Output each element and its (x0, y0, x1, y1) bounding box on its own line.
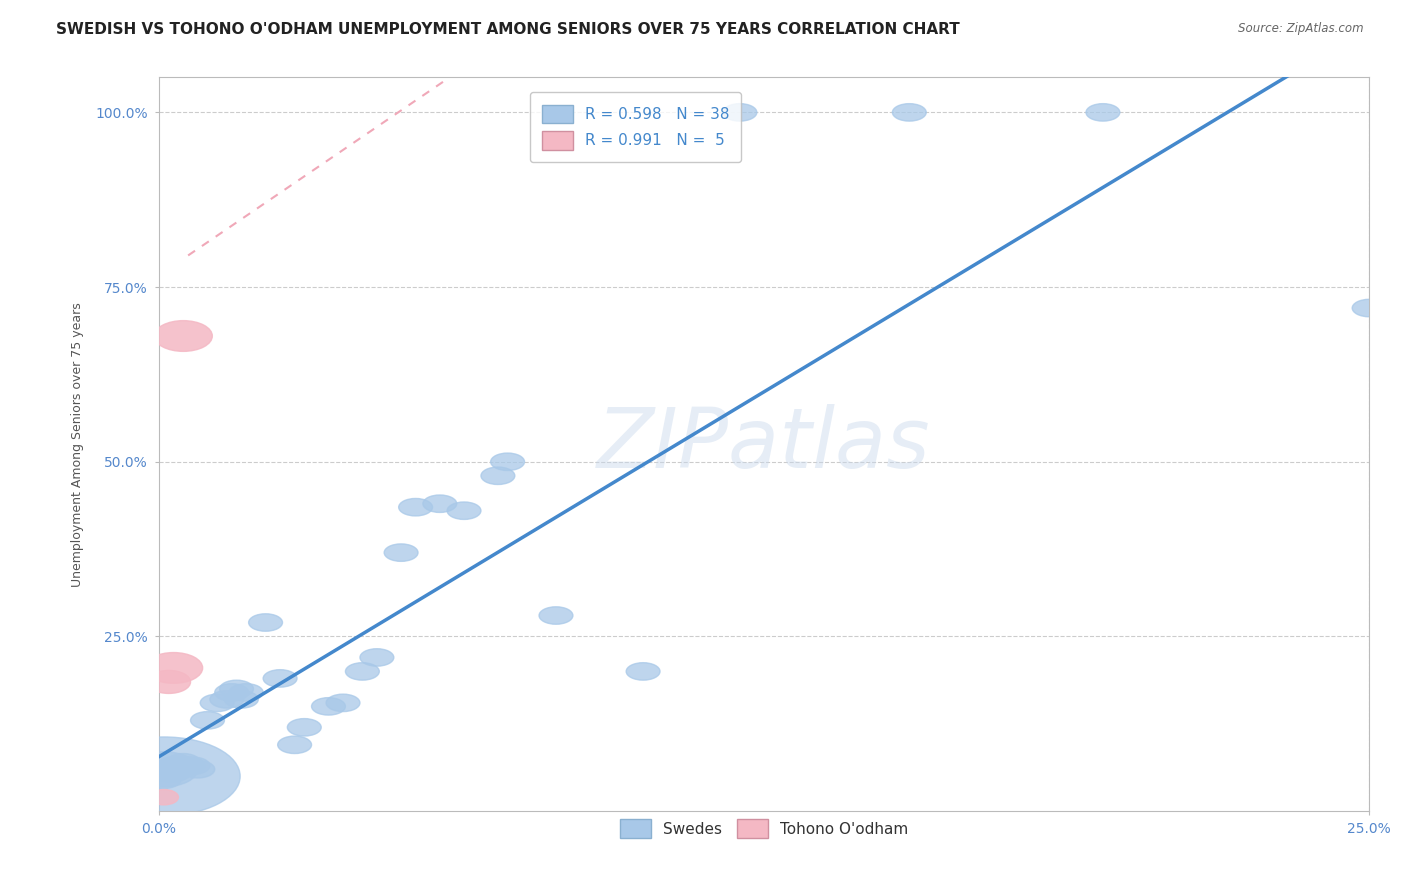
Ellipse shape (148, 771, 181, 789)
Legend: Swedes, Tohono O'odham: Swedes, Tohono O'odham (614, 813, 914, 844)
Ellipse shape (129, 752, 198, 787)
Ellipse shape (360, 648, 394, 666)
Ellipse shape (200, 694, 235, 712)
Ellipse shape (152, 764, 186, 781)
Ellipse shape (215, 683, 249, 701)
Ellipse shape (152, 761, 186, 778)
Ellipse shape (155, 320, 212, 351)
Ellipse shape (399, 499, 433, 516)
Ellipse shape (277, 736, 312, 754)
Ellipse shape (326, 694, 360, 712)
Ellipse shape (148, 671, 191, 693)
Text: SWEDISH VS TOHONO O'ODHAM UNEMPLOYMENT AMONG SENIORS OVER 75 YEARS CORRELATION C: SWEDISH VS TOHONO O'ODHAM UNEMPLOYMENT A… (56, 22, 960, 37)
Y-axis label: Unemployment Among Seniors over 75 years: Unemployment Among Seniors over 75 years (72, 301, 84, 587)
Ellipse shape (384, 544, 418, 561)
Ellipse shape (176, 757, 209, 774)
Ellipse shape (145, 653, 202, 683)
Ellipse shape (225, 690, 259, 708)
Ellipse shape (209, 690, 243, 708)
Ellipse shape (1353, 300, 1386, 317)
Ellipse shape (249, 614, 283, 632)
Ellipse shape (162, 761, 195, 778)
Ellipse shape (423, 495, 457, 512)
Ellipse shape (219, 681, 253, 698)
Ellipse shape (172, 757, 205, 774)
Ellipse shape (538, 607, 572, 624)
Ellipse shape (723, 103, 756, 121)
Ellipse shape (626, 663, 659, 681)
Ellipse shape (287, 719, 321, 736)
Text: ZIPatlas: ZIPatlas (598, 404, 931, 485)
Ellipse shape (1085, 103, 1119, 121)
Ellipse shape (491, 453, 524, 470)
Ellipse shape (263, 670, 297, 687)
Ellipse shape (893, 103, 927, 121)
Ellipse shape (166, 754, 200, 771)
Ellipse shape (156, 764, 191, 781)
Text: Source: ZipAtlas.com: Source: ZipAtlas.com (1239, 22, 1364, 36)
Ellipse shape (229, 683, 263, 701)
Ellipse shape (191, 712, 225, 729)
Ellipse shape (149, 789, 179, 805)
Ellipse shape (181, 761, 215, 778)
Ellipse shape (162, 757, 195, 774)
Ellipse shape (481, 467, 515, 484)
Ellipse shape (87, 737, 240, 815)
Ellipse shape (447, 502, 481, 519)
Ellipse shape (312, 698, 346, 715)
Ellipse shape (156, 757, 191, 774)
Ellipse shape (346, 663, 380, 681)
